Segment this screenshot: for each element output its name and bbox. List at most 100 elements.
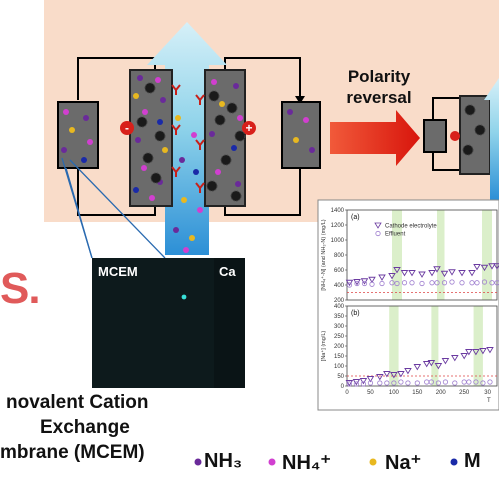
ion-dot bbox=[231, 145, 237, 151]
micrograph-right-panel bbox=[214, 258, 245, 388]
data-point-effluent bbox=[452, 380, 458, 386]
ion-dot bbox=[193, 169, 199, 175]
carbon-particle bbox=[464, 104, 476, 116]
y-tick-label: 200 bbox=[334, 298, 345, 304]
data-point-effluent bbox=[473, 379, 479, 385]
legend-entry: Effluent bbox=[385, 232, 406, 238]
ion-dot bbox=[63, 109, 69, 115]
data-point-effluent bbox=[401, 280, 408, 286]
ion-dot bbox=[81, 157, 87, 163]
data-point-effluent bbox=[346, 381, 352, 387]
carbon-particle bbox=[150, 172, 162, 184]
y-tick-label: 150 bbox=[334, 354, 345, 360]
y-tick-label: 1200 bbox=[331, 223, 345, 229]
polarity-reversal-label: Polarity reversal bbox=[334, 66, 424, 108]
carbon-particle bbox=[214, 114, 226, 126]
data-point-cathode bbox=[397, 371, 405, 378]
data-point-effluent bbox=[409, 280, 415, 286]
membrane-mark bbox=[195, 182, 205, 193]
data-point-cathode bbox=[428, 270, 436, 277]
carbon-particle bbox=[142, 152, 154, 164]
x-tick-label: 250 bbox=[459, 390, 470, 396]
ion-dot bbox=[87, 139, 93, 145]
y-tick-label: 350 bbox=[334, 314, 345, 320]
ion-dot bbox=[149, 195, 155, 201]
carbon-particle bbox=[474, 124, 486, 136]
ion-dot bbox=[237, 115, 243, 121]
ion-dot bbox=[191, 132, 197, 138]
data-point-cathode bbox=[448, 269, 456, 276]
legend-dot-m bbox=[450, 458, 458, 466]
legend-dot-na bbox=[369, 458, 377, 466]
data-point-effluent bbox=[389, 280, 395, 286]
membrane-line3: mbrane (MCEM) bbox=[0, 442, 145, 463]
carbon-particle bbox=[230, 190, 242, 202]
data-point-effluent bbox=[346, 282, 353, 288]
y-tick-label: 50 bbox=[337, 374, 344, 380]
ion-dot bbox=[219, 101, 225, 107]
data-point-effluent bbox=[428, 379, 434, 385]
ion-dot bbox=[175, 115, 181, 121]
membrane-line2: Exchange bbox=[40, 417, 130, 438]
data-point-effluent bbox=[360, 381, 367, 387]
data-point-effluent bbox=[459, 280, 465, 286]
y-tick-label: 800 bbox=[334, 253, 345, 259]
ion-dot bbox=[209, 131, 215, 137]
data-point-cathode bbox=[368, 276, 376, 284]
data-point-effluent bbox=[435, 380, 442, 386]
ion-dot bbox=[155, 77, 161, 83]
minus-terminal bbox=[120, 121, 134, 135]
legend-nh4: NH₄⁺ bbox=[282, 452, 331, 474]
data-point-effluent bbox=[414, 380, 420, 386]
data-point-effluent bbox=[405, 380, 411, 386]
data-point-effluent bbox=[369, 281, 375, 287]
data-point-cathode bbox=[345, 380, 354, 387]
diagram-background bbox=[44, 0, 499, 222]
x-tick-label: 200 bbox=[436, 390, 447, 396]
ion-dot bbox=[162, 147, 168, 153]
ion-dot bbox=[235, 181, 241, 187]
data-point-cathode bbox=[472, 349, 480, 356]
data-point-cathode bbox=[383, 371, 391, 378]
data-point-effluent bbox=[398, 379, 404, 385]
micrograph-connector-lines bbox=[61, 157, 166, 259]
ion-dot bbox=[137, 75, 143, 81]
data-point-cathode bbox=[427, 360, 436, 367]
data-point-cathode bbox=[434, 363, 443, 370]
data-point-cathode bbox=[393, 267, 401, 274]
data-point-cathode bbox=[440, 270, 449, 278]
ion-dot bbox=[181, 197, 187, 203]
y-tick-label: 600 bbox=[334, 268, 345, 274]
data-point-effluent bbox=[466, 379, 472, 385]
left-circuit-wires bbox=[77, 57, 156, 216]
ion-dot bbox=[183, 247, 189, 253]
plus-terminal bbox=[242, 121, 256, 135]
ion-dot bbox=[189, 235, 195, 241]
ion-dot bbox=[293, 137, 299, 143]
data-point-cathode bbox=[404, 368, 412, 375]
membrane-marks bbox=[171, 84, 205, 193]
membrane-mark bbox=[171, 124, 181, 135]
data-point-effluent bbox=[379, 280, 385, 287]
shaded-band bbox=[482, 210, 492, 300]
data-point-cathode bbox=[378, 274, 386, 281]
data-point-effluent bbox=[494, 280, 499, 286]
data-point-effluent bbox=[487, 379, 493, 385]
ion-dot bbox=[179, 157, 185, 163]
ca-label: Ca bbox=[219, 264, 236, 279]
ion-dot bbox=[142, 109, 148, 115]
right-circuit-wires bbox=[224, 57, 301, 216]
data-point-effluent bbox=[480, 380, 486, 386]
data-point-cathode bbox=[400, 270, 409, 277]
chart-a: 1400 1200 1000 800 600 400 200 [NH₄⁺-N] (and NH… bbox=[320, 208, 499, 304]
ion-dot bbox=[287, 109, 293, 115]
data-point-cathode bbox=[433, 266, 441, 273]
x-tick-label: 0 bbox=[345, 390, 349, 396]
data-point-effluent bbox=[354, 280, 360, 287]
membrane-line1: novalent Cation bbox=[6, 392, 149, 413]
data-point-cathode bbox=[486, 347, 494, 354]
data-point-effluent bbox=[469, 280, 475, 286]
legend-marker bbox=[375, 230, 381, 237]
ion-dot bbox=[83, 115, 89, 121]
data-point-cathode bbox=[418, 271, 426, 278]
